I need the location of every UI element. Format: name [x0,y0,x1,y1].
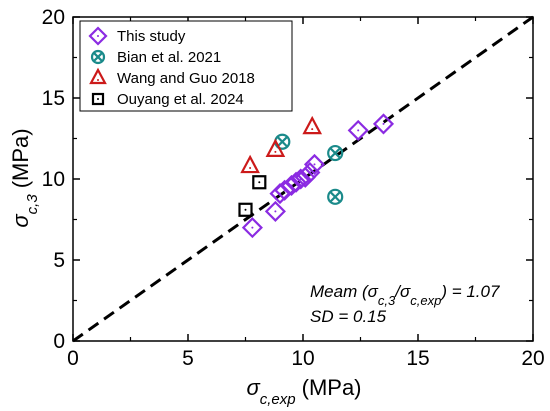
data-point-s0-p10 [347,119,369,141]
data-point-s2-p2 [302,115,323,135]
data-point-s0-p3 [274,179,296,201]
data-point-s0-p11 [372,113,395,135]
legend-box [79,20,293,112]
sd-annotation: SD = 0.15 [310,307,387,326]
y-tick-label: 20 [42,6,65,29]
mean-annotation: Meam (σc,3/σc,exp) = 1.07 [310,282,500,308]
data-point-s1-p2 [327,188,344,205]
legend-label-3: Ouyang et al. 2024 [117,91,244,108]
y-tick-label: 10 [42,168,65,191]
x-tick-label: 5 [182,347,194,370]
x-axis-title: σc,exp (MPa) [246,375,361,408]
legend-label-0: This study [117,28,186,45]
data-point-s2-p1 [265,138,286,157]
data-point-s0-p0 [241,217,263,239]
data-point-s3-p0 [238,202,253,217]
x-tick-label: 15 [406,347,429,370]
legend-marker-1 [90,49,106,65]
legend-marker-0 [88,26,108,46]
data-point-s0-p6 [290,168,312,190]
data-point-s1-p1 [327,144,344,162]
x-tick-label: 20 [521,347,544,370]
data-point-s3-p1 [252,175,267,190]
data-point-s0-p9 [303,153,326,175]
y-tick-label: 15 [42,87,65,110]
y-tick-label: 5 [53,249,65,272]
legend: This study Bian et al. 2021 Wang and Guo 2… [79,20,293,112]
legend-label-1: Bian et al. 2021 [117,49,221,66]
data-point-s2-p0 [240,154,260,174]
legend-marker-3 [91,92,105,106]
data-point-s0-p1 [264,200,286,222]
x-tick-label: 0 [67,347,79,370]
y-axis-title: σc,3(MPa) [8,128,41,227]
legend-marker-2 [89,67,107,85]
x-tick-label: 10 [291,347,314,370]
legend-label-2: Wang and Guo 2018 [117,70,255,87]
data-point-s0-p8 [299,161,321,184]
y-tick-label: 0 [53,330,65,353]
